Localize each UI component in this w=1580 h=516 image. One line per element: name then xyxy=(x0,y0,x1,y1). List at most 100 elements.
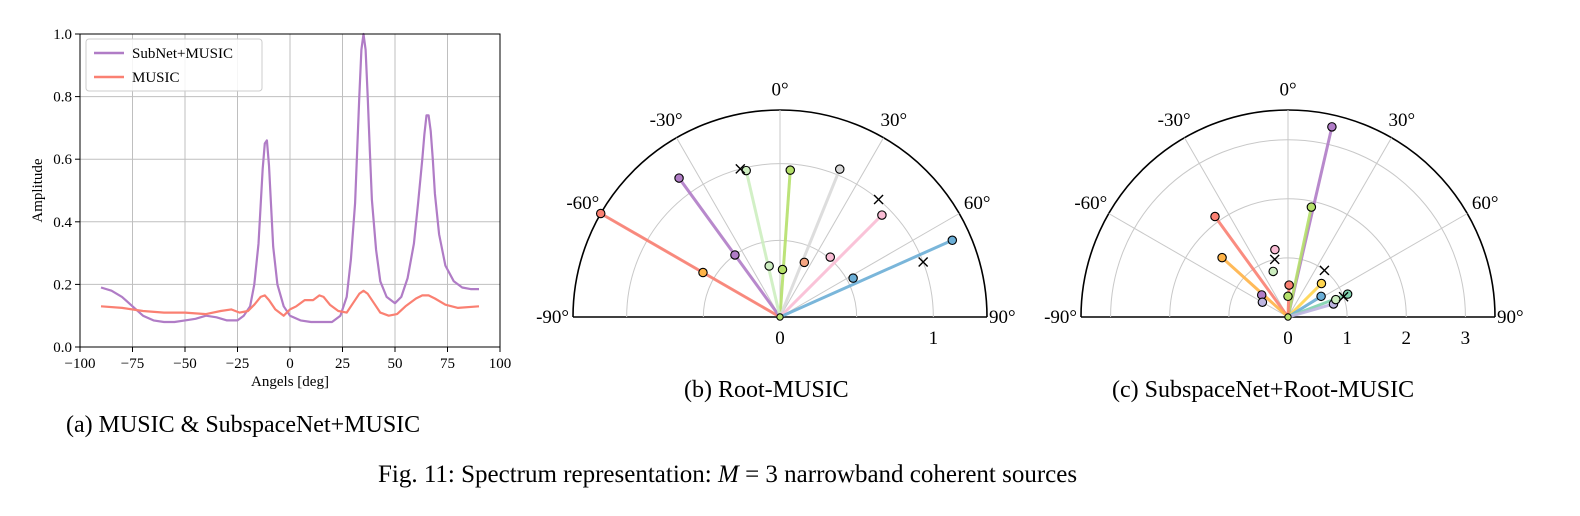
root-marker xyxy=(674,173,684,183)
root-line xyxy=(599,212,781,319)
theta-tick-label: 0° xyxy=(1279,79,1296,100)
theta-tick-label: 90° xyxy=(1497,307,1524,328)
y-axis-label: Amplitude xyxy=(30,158,46,223)
r-tick-label: 3 xyxy=(1461,328,1471,349)
root-marker xyxy=(1268,266,1278,277)
theta-tick-label: -60° xyxy=(1074,193,1107,214)
root-marker xyxy=(877,210,887,220)
theta-tick-label: 60° xyxy=(964,193,991,214)
root-marker xyxy=(834,164,845,174)
root-marker xyxy=(1342,289,1353,299)
polar-grid-spoke xyxy=(1287,137,1392,318)
root-marker xyxy=(741,165,751,176)
root-line xyxy=(779,238,953,319)
root-marker xyxy=(799,257,810,268)
unit-circle-x-marker xyxy=(735,163,746,174)
root-marker xyxy=(1284,280,1294,290)
r-tick-label: 2 xyxy=(1402,328,1412,349)
root-line xyxy=(778,214,883,319)
root-line xyxy=(778,170,792,318)
root-music-polar-plot: -90° -60° -30° 0° 30° 60° 90° 0 1 xyxy=(536,79,1016,349)
root-line xyxy=(677,177,782,318)
legend-box xyxy=(85,38,263,92)
polar-grid-spoke xyxy=(1108,213,1289,318)
origin-marker xyxy=(1284,313,1292,321)
root-line xyxy=(1221,256,1290,319)
polar-grid-spoke xyxy=(676,137,781,318)
root-marker xyxy=(947,235,958,246)
root-line xyxy=(1286,282,1323,319)
y-tick-label: 0.0 xyxy=(53,340,72,356)
theta-tick-label: 90° xyxy=(989,307,1016,328)
polar-grid-spoke xyxy=(779,213,960,318)
y-tick-label: 0.2 xyxy=(53,277,72,293)
root-line xyxy=(1213,215,1290,318)
x-tick-label: −25 xyxy=(226,356,249,372)
polar-grid-spoke xyxy=(1184,137,1289,318)
caption-b: (b) Root-MUSIC xyxy=(684,377,849,403)
x-tick-label: −100 xyxy=(65,356,96,372)
subspacenet-root-music-polar-plot: -90° -60° -30° 0° 30° 60° 90° 0 1 2 3 xyxy=(1044,79,1524,349)
root-marker xyxy=(1257,297,1268,307)
theta-tick-label: -30° xyxy=(650,110,683,131)
unit-circle-x-marker xyxy=(1338,291,1349,302)
x-tick-label: −75 xyxy=(121,356,144,372)
root-line xyxy=(744,170,782,318)
root-marker xyxy=(1306,202,1317,212)
legend-label: SubNet+MUSIC xyxy=(132,46,233,62)
figure-caption-prefix: Fig. 11: Spectrum representation: xyxy=(378,461,718,488)
origin-marker xyxy=(776,313,784,321)
theta-tick-label: -30° xyxy=(1158,110,1191,131)
root-line xyxy=(1286,206,1313,318)
series-line-subnet-music xyxy=(100,32,479,324)
unit-circle-x-marker xyxy=(1269,254,1280,265)
root-marker xyxy=(1270,244,1280,255)
y-tick-label: 0.4 xyxy=(53,215,72,231)
root-line xyxy=(1286,285,1291,318)
figure-caption-variable: M xyxy=(717,461,739,488)
root-marker xyxy=(764,261,774,271)
x-tick-label: 100 xyxy=(489,356,512,372)
y-tick-label: 0.8 xyxy=(53,90,72,106)
r-tick-label: 0 xyxy=(775,328,785,349)
caption-a: (a) MUSIC & SubspaceNet+MUSIC xyxy=(66,412,421,438)
root-marker xyxy=(1327,122,1337,132)
theta-tick-label: 30° xyxy=(881,110,908,131)
legend-label: MUSIC xyxy=(132,70,180,86)
root-marker xyxy=(848,273,858,283)
figure-caption: Fig. 11: Spectrum representation: M = 3 … xyxy=(378,461,1077,489)
root-marker xyxy=(1331,294,1341,305)
root-marker xyxy=(825,252,836,262)
root-marker xyxy=(785,165,796,175)
root-marker xyxy=(698,267,708,278)
r-tick-label: 0 xyxy=(1283,328,1293,349)
theta-tick-label: 60° xyxy=(1472,193,1499,214)
x-tick-label: 50 xyxy=(388,356,403,372)
theta-tick-label: -90° xyxy=(1044,307,1077,328)
x-tick-label: 25 xyxy=(335,356,350,372)
root-marker xyxy=(1316,291,1326,302)
series-line-music xyxy=(100,289,480,317)
theta-tick-label: 0° xyxy=(771,79,788,100)
theta-tick-label: -90° xyxy=(536,307,569,328)
r-tick-label: 1 xyxy=(929,328,939,349)
r-tick-label: 1 xyxy=(1342,328,1352,349)
theta-tick-label: 30° xyxy=(1389,110,1416,131)
root-marker xyxy=(1217,252,1227,263)
y-tick-label: 0.6 xyxy=(53,152,72,168)
spectrum-line-chart: −100 −75 −50 −25 0 25 50 75 100 0.0 0.2 0.4 0.6 0.8 1.… xyxy=(30,27,511,390)
legend: SubNet+MUSIC MUSIC xyxy=(85,38,263,92)
x-tick-label: −50 xyxy=(173,356,196,372)
caption-c: (c) SubspaceNet+Root-MUSIC xyxy=(1112,377,1415,403)
y-tick-label: 1.0 xyxy=(53,27,72,43)
theta-tick-label: -60° xyxy=(566,193,599,214)
root-marker xyxy=(595,208,606,219)
root-marker xyxy=(777,264,788,275)
unit-circle-x-marker xyxy=(918,257,929,268)
root-marker xyxy=(1316,278,1327,289)
root-line xyxy=(778,168,842,318)
root-marker xyxy=(1210,211,1220,222)
root-marker xyxy=(1283,291,1293,302)
x-axis-label: Angels [deg] xyxy=(251,374,329,390)
